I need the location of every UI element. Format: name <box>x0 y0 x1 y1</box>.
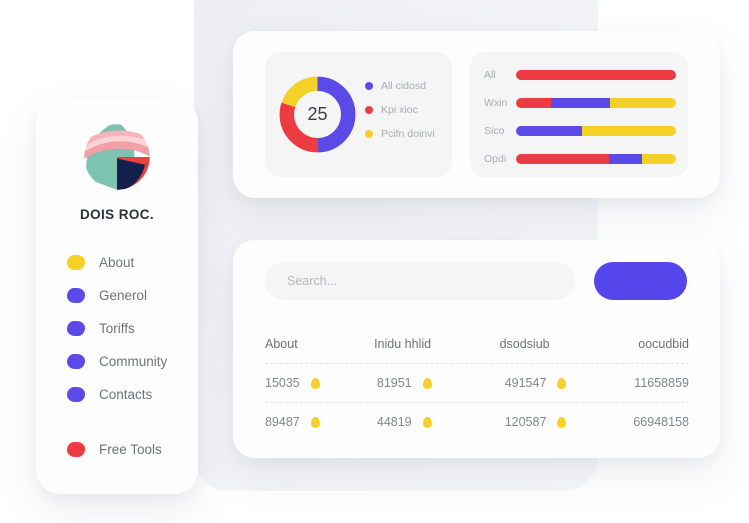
sidebar-item-label: Free Tools <box>99 442 162 457</box>
table-header-row: About Inidu hhlid dsodsiub oocudbid <box>265 325 689 363</box>
sidebar-item-free-tools[interactable]: Free Tools <box>36 433 198 466</box>
table-cell: 120587 <box>473 415 601 429</box>
bullet-dot-icon <box>67 354 85 369</box>
table-cell: 15035 <box>265 376 344 390</box>
legend-label: All cidosd <box>381 80 426 92</box>
bullet-dot-icon <box>67 288 85 303</box>
bar-track <box>516 98 676 108</box>
bar-segment <box>516 126 582 136</box>
legend-item: Pcifn doinvi <box>365 122 435 146</box>
table-cell-value: 81951 <box>376 376 412 390</box>
bar-segment <box>516 70 676 80</box>
bar-segment <box>610 98 676 108</box>
status-marker-icon <box>422 416 432 428</box>
bar-segment <box>516 154 609 164</box>
table-cell: 44819 <box>344 415 473 429</box>
legend-item: Kpi xioc <box>365 98 435 122</box>
table-cell: 89487 <box>265 415 344 429</box>
bar-segment <box>608 154 643 164</box>
sidebar-nav: About Generol Toriffs Community Contacts Free… <box>36 246 198 466</box>
bar-segment <box>551 98 611 108</box>
table-cell-value: 15035 <box>265 376 300 390</box>
bar-row: Sico <box>484 124 676 138</box>
sidebar-item-label: About <box>99 255 135 270</box>
legend-dot-icon <box>365 130 373 138</box>
sidebar-item-generol[interactable]: Generol <box>36 279 198 312</box>
donut-legend: All cidosd Kpi xioc Pcifn doinvi <box>365 74 435 146</box>
donut-chart: 25 <box>277 74 358 155</box>
bar-chart-panel: All Wxin Sico Opdi <box>470 52 688 177</box>
charts-card: 25 All cidosd Kpi xioc Pcifn doinvi All Wxi… <box>233 31 720 198</box>
donut-slice <box>279 76 356 153</box>
table-cell-value: 11658859 <box>634 376 689 390</box>
bullet-dot-icon <box>67 321 85 336</box>
table-column-header[interactable]: dsodsiub <box>499 337 550 351</box>
status-marker-icon <box>310 377 320 389</box>
legend-dot-icon <box>365 106 373 114</box>
bar-segment <box>642 154 676 164</box>
sidebar-card: DOIS ROC. About Generol Toriffs Community Co… <box>36 98 198 494</box>
table-column-header[interactable]: oocudbid <box>638 337 689 351</box>
legend-label: Kpi xioc <box>381 104 418 116</box>
bar-track <box>516 126 676 136</box>
bar-category-label: All <box>484 69 496 81</box>
bar-track <box>516 70 676 80</box>
donut-center-value: 25 <box>307 104 328 124</box>
bar-row: Wxin <box>484 96 676 110</box>
table-cell: 491547 <box>473 376 601 390</box>
bullet-dot-icon <box>67 387 85 402</box>
sidebar-item-toriffs[interactable]: Toriffs <box>36 312 198 345</box>
status-marker-icon <box>557 377 567 389</box>
bullet-dot-icon <box>67 442 85 457</box>
status-marker-icon <box>310 416 320 428</box>
bar-track <box>516 154 676 164</box>
abstract-circle-logo-icon <box>84 124 150 190</box>
search-input[interactable] <box>265 262 575 300</box>
bar-row: All <box>484 68 676 82</box>
sidebar-item-label: Toriffs <box>99 321 135 336</box>
table-card: About Inidu hhlid dsodsiub oocudbid 15035 819… <box>233 240 720 458</box>
table-cell: 11658859 <box>601 376 689 390</box>
sidebar-item-label: Contacts <box>99 387 153 402</box>
bar-segment <box>516 98 552 108</box>
bar-segment <box>581 126 676 136</box>
table-cell-value: 491547 <box>504 376 547 390</box>
table-cell-value: 120587 <box>504 415 547 429</box>
donut-slice <box>279 76 356 153</box>
sidebar-item-about[interactable]: About <box>36 246 198 279</box>
status-marker-icon <box>422 377 432 389</box>
table-row[interactable]: 15035 81951 491547 11658859 <box>265 363 689 402</box>
sidebar-item-label: Community <box>99 354 168 369</box>
sidebar-item-label: Generol <box>99 288 148 303</box>
table-cell-value: 66948158 <box>633 415 689 429</box>
bullet-dot-icon <box>67 255 85 270</box>
table-cell: 81951 <box>344 376 473 390</box>
bar-row: Opdi <box>484 152 676 166</box>
bar-category-label: Sico <box>484 125 505 137</box>
table-column-header[interactable]: About <box>265 337 298 351</box>
table-cell: 66948158 <box>601 415 689 429</box>
data-table: About Inidu hhlid dsodsiub oocudbid 15035 819… <box>265 325 689 441</box>
bar-category-label: Wxin <box>484 97 508 109</box>
search-button[interactable] <box>594 262 687 300</box>
brand-block: DOIS ROC. <box>36 118 198 222</box>
table-cell-value: 44819 <box>376 415 412 429</box>
brand-name: DOIS ROC. <box>79 207 155 222</box>
status-marker-icon <box>557 416 567 428</box>
sidebar-item-contacts[interactable]: Contacts <box>36 378 198 411</box>
table-row[interactable]: 89487 44819 120587 66948158 <box>265 402 689 441</box>
legend-dot-icon <box>365 82 373 90</box>
bar-category-label: Opdi <box>484 153 507 165</box>
table-cell-value: 89487 <box>265 415 300 429</box>
table-column-header[interactable]: Inidu hhlid <box>374 337 432 351</box>
sidebar-item-community[interactable]: Community <box>36 345 198 378</box>
legend-item: All cidosd <box>365 74 435 98</box>
donut-chart-panel: 25 All cidosd Kpi xioc Pcifn doinvi <box>265 52 452 177</box>
donut-chart-svg <box>279 76 356 153</box>
legend-label: Pcifn doinvi <box>381 128 435 140</box>
